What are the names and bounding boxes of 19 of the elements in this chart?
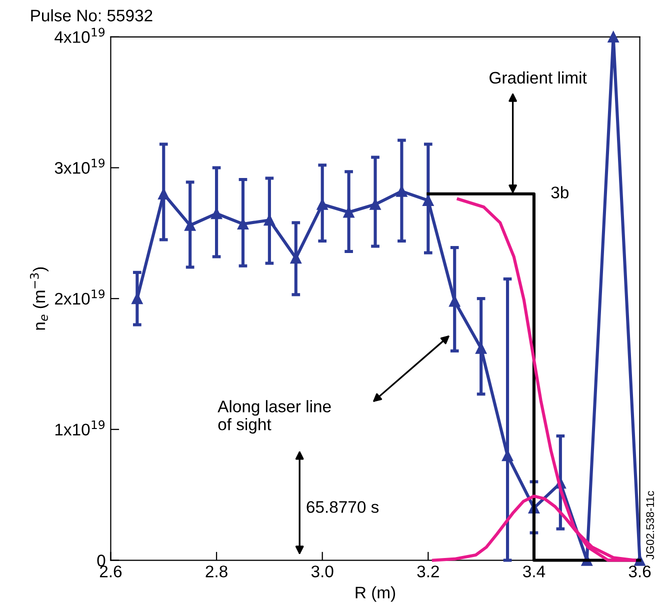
annotation: Along laser line of sight [218,400,331,434]
y-tick-label: 4x10$^{19}$ [54,28,105,43]
y-tick-label: 1x10$^{19}$ [55,420,105,436]
y-tick-label: 2x10$^{19}$ [55,289,105,305]
y-tick-label: 0 [97,554,106,566]
x-tick-label: 2.8 [206,566,228,578]
y-axis-title: n$_{e}$ (m$^{−3}$) [30,267,48,330]
y-tick-label: 3x10$^{19}$ [54,158,105,174]
x-tick-label: 3.2 [417,566,439,578]
x-tick-label: 2.6 [100,566,122,578]
text: Pulse No: 55932 [31,9,152,22]
annotation: 65.8770 s [306,501,379,513]
x-tick-label: 3.0 [311,566,334,578]
x-tick-label: 3.4 [523,566,546,578]
annotation: Gradient limit [490,71,587,84]
annotation: 3b [551,186,568,198]
x-tick-label: 3.6 [628,566,651,578]
x-axis-title: R (m) [356,586,396,602]
text: JG02.538-11c [646,490,654,560]
